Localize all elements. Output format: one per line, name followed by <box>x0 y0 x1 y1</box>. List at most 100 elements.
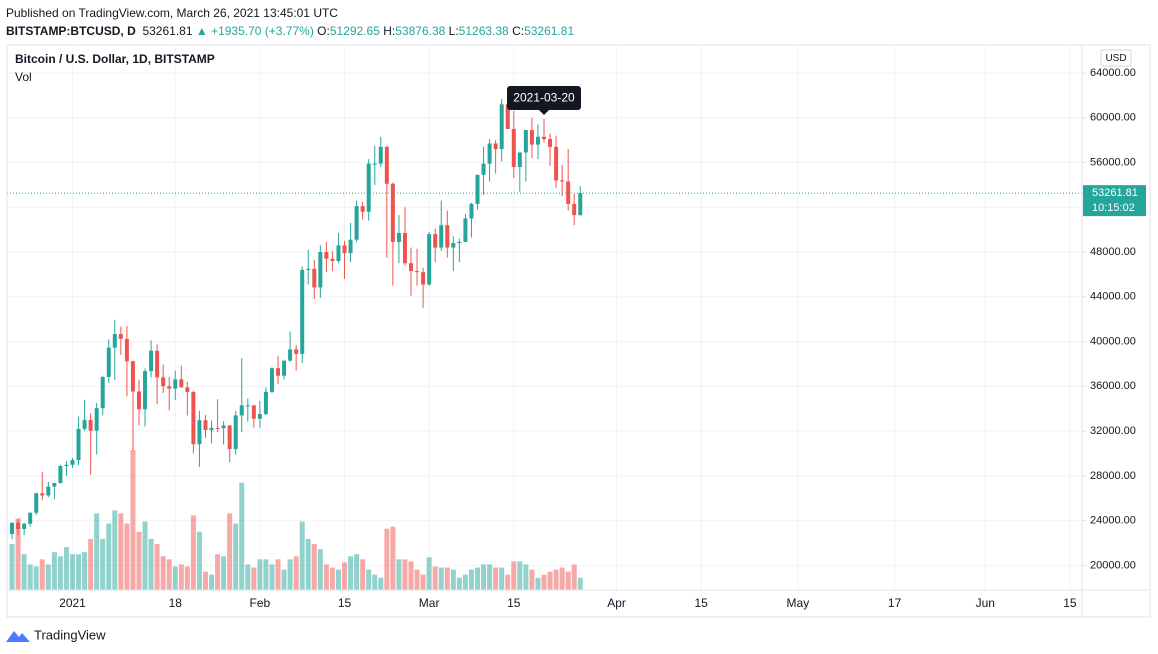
volume-bar <box>245 564 251 590</box>
candle-body <box>76 428 81 461</box>
symbol: BITSTAMP:BTCUSD, D <box>6 24 136 38</box>
candle-body <box>487 143 492 164</box>
volume-bar <box>106 523 112 590</box>
candle-body <box>149 350 154 372</box>
candle-body <box>511 128 516 167</box>
volume-bar <box>523 564 529 590</box>
volume-bar <box>553 569 559 590</box>
volume-bar <box>565 571 571 590</box>
volume-bar <box>547 571 553 590</box>
candle-body <box>16 522 21 530</box>
volume-bar <box>45 564 51 590</box>
volume-bar <box>124 523 130 590</box>
l-value: 51263.38 <box>458 24 509 38</box>
y-tick-label: 20000.00 <box>1090 559 1136 571</box>
c-value: 53261.81 <box>524 24 575 38</box>
volume-bar <box>541 574 547 590</box>
volume-bar <box>172 566 178 590</box>
volume-bar <box>63 547 69 590</box>
volume-bar <box>136 531 142 590</box>
candle-body <box>112 334 117 348</box>
candle-body <box>94 408 99 431</box>
volume-bar <box>311 544 317 590</box>
volume-bar <box>269 564 275 590</box>
volume-bar <box>130 450 136 590</box>
candle-body <box>396 233 401 242</box>
volume-bar <box>372 574 378 590</box>
volume-bar <box>263 559 269 590</box>
h-value: 53876.38 <box>395 24 446 38</box>
o-value: 51292.65 <box>329 24 380 38</box>
volume-bar <box>360 559 366 590</box>
candle-body <box>118 334 123 339</box>
volume-bar <box>432 566 438 590</box>
candle-body <box>523 130 528 153</box>
candle-body <box>560 180 565 182</box>
x-tick-label: 15 <box>507 596 521 610</box>
y-tick-label: 24000.00 <box>1090 515 1136 527</box>
candle-body <box>215 427 220 429</box>
candle-body <box>88 419 93 431</box>
volume-bar <box>402 559 408 590</box>
y-tick-label: 56000.00 <box>1090 156 1136 168</box>
candle-body <box>233 415 238 449</box>
volume-bar <box>426 557 432 590</box>
candle-body <box>324 252 329 259</box>
volume-bar <box>33 566 39 590</box>
volume-bar <box>39 559 45 590</box>
volume-bar <box>202 571 208 590</box>
o-label: O: <box>317 24 330 38</box>
volume-bar <box>499 567 505 590</box>
volume-bar <box>275 559 281 590</box>
candle-body <box>203 420 208 431</box>
candle-body <box>463 218 468 242</box>
candle-body <box>221 425 226 429</box>
x-tick-label: Feb <box>250 596 271 610</box>
l-label: L: <box>448 24 459 38</box>
volume-bar <box>505 574 511 590</box>
volume-bar <box>384 528 390 590</box>
candle-body <box>161 377 166 387</box>
volume-bar <box>420 574 426 590</box>
candle-body <box>282 360 287 376</box>
volume-bar <box>414 569 420 590</box>
volume-bar <box>487 564 493 590</box>
candle-body <box>469 203 474 219</box>
candle-body <box>336 245 341 261</box>
volume-bar <box>76 554 82 590</box>
currency-box[interactable] <box>1100 49 1132 67</box>
volume-bar <box>15 518 21 590</box>
footer-logo <box>6 631 30 642</box>
x-tick-label: 18 <box>169 596 183 610</box>
volume-bar <box>468 569 474 590</box>
candle-body <box>390 183 395 242</box>
published: Published on TradingView.com, March 26, … <box>6 6 338 20</box>
candle-body <box>52 483 57 487</box>
countdown: 10:15:02 <box>1092 202 1135 214</box>
candle-body <box>457 241 462 244</box>
volume-bar <box>396 559 402 590</box>
volume-bar <box>481 564 487 590</box>
x-tick-label: 17 <box>888 596 902 610</box>
y-tick-label: 44000.00 <box>1090 291 1136 303</box>
y-tick-label: 40000.00 <box>1090 335 1136 347</box>
last-price-label: 53261.81 <box>1092 187 1138 199</box>
y-tick-label: 32000.00 <box>1090 425 1136 437</box>
candle-body <box>143 371 148 410</box>
h-label: H: <box>383 24 396 38</box>
candle-body <box>227 425 232 449</box>
candle-body <box>529 130 534 145</box>
volume-bar <box>112 510 118 590</box>
y-tick-label: 36000.00 <box>1090 380 1136 392</box>
volume-bar <box>317 549 323 590</box>
volume-bar <box>438 567 444 590</box>
candle-body <box>173 379 178 389</box>
volume-bar <box>9 544 15 590</box>
candle-body <box>294 349 299 354</box>
volume-bar <box>154 544 160 590</box>
volume-bar <box>51 552 57 590</box>
candle-body <box>372 163 377 165</box>
candle-body <box>34 493 39 513</box>
volume-bar <box>366 569 372 590</box>
c-label: C: <box>512 24 525 38</box>
